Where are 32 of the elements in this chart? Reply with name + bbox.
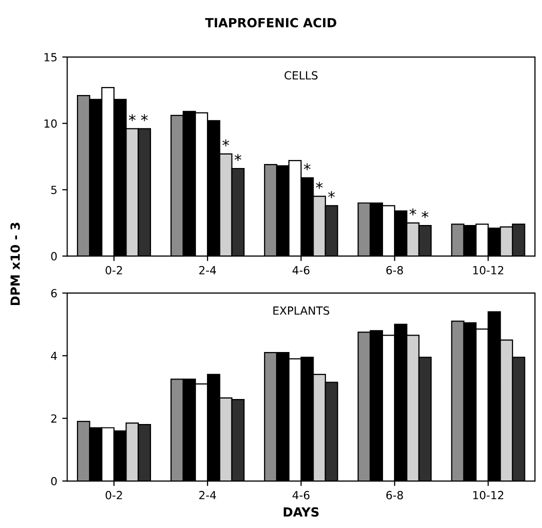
annotation: * [141,114,148,122]
annotation: * [304,163,311,170]
x-tick-label: 6-8 [386,266,403,274]
chart-title: TIAPROFENIC ACID [205,18,336,28]
y-tick-label: 15 [44,53,57,62]
annotation: EXPLANTS [273,306,330,315]
annotation: * [422,211,428,218]
y-tick-label: 6 [51,289,57,298]
x-tick-label: 4-6 [292,490,310,500]
y-axis-title: DPM x10 - 3 [10,222,20,306]
annotation: * [128,114,136,122]
y-tick-label: 0 [51,252,57,260]
x-tick-label: 0-2 [106,266,122,274]
y-tick-label: 0 [51,476,57,486]
annotation: * [222,139,230,146]
annotation: * [328,191,335,198]
annotation: * [316,182,323,189]
x-axis-title: DAYS [284,507,319,517]
x-tick-label: 6-8 [386,490,403,500]
x-tick-label: 10-12 [473,490,504,500]
y-tick-label: 2 [51,414,56,423]
y-tick-label: 10 [44,119,57,128]
y-tick-label: 4 [50,352,57,360]
annotation: * [234,154,242,161]
annotation: CELLS [284,71,318,80]
x-tick-label: 0-2 [106,490,122,500]
x-tick-label: 4-6 [292,266,310,274]
x-tick-label: 2-4 [199,266,216,274]
x-tick-label: 2-4 [199,490,216,500]
x-tick-label: 10-12 [473,266,504,274]
y-tick-label: 5 [51,186,57,194]
annotation: * [410,208,416,216]
